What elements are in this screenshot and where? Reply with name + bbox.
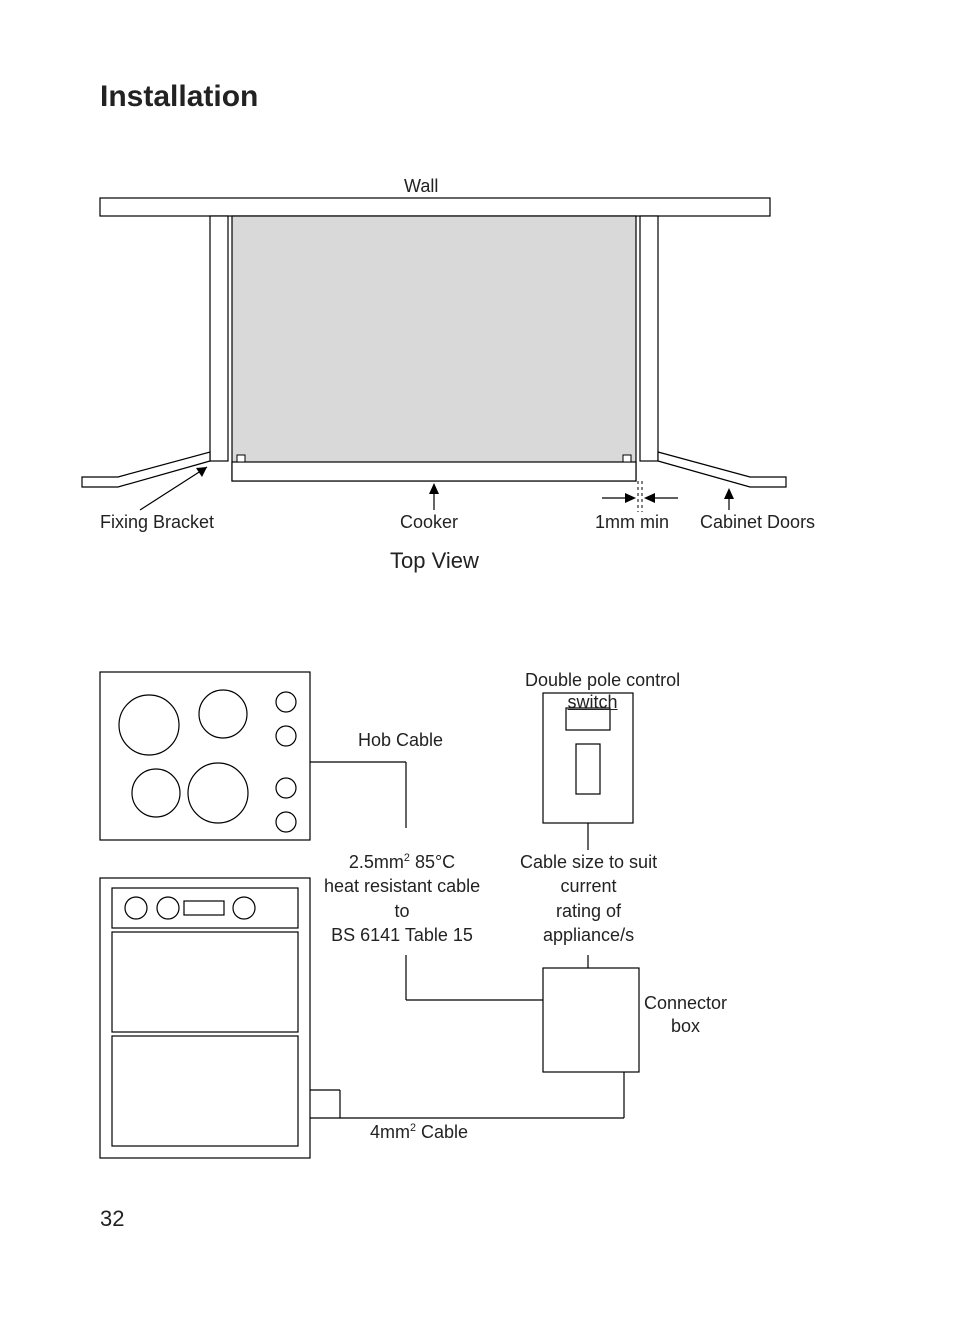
bottom-cable-label: 4mm2 Cable bbox=[370, 1122, 468, 1143]
cable-size-label: Cable size to suit current rating of app… bbox=[520, 850, 657, 947]
wiring-diagram bbox=[0, 0, 954, 1336]
cable-spec-label: 2.5mm2 85°C heat resistant cable to BS 6… bbox=[324, 850, 480, 947]
switch-label: Double pole control switch bbox=[505, 646, 680, 736]
hob-cable-label: Hob Cable bbox=[358, 730, 443, 751]
connector-box-label: Connector box bbox=[644, 992, 727, 1039]
page-root: Installation bbox=[0, 0, 954, 1336]
page-number: 32 bbox=[100, 1206, 124, 1232]
